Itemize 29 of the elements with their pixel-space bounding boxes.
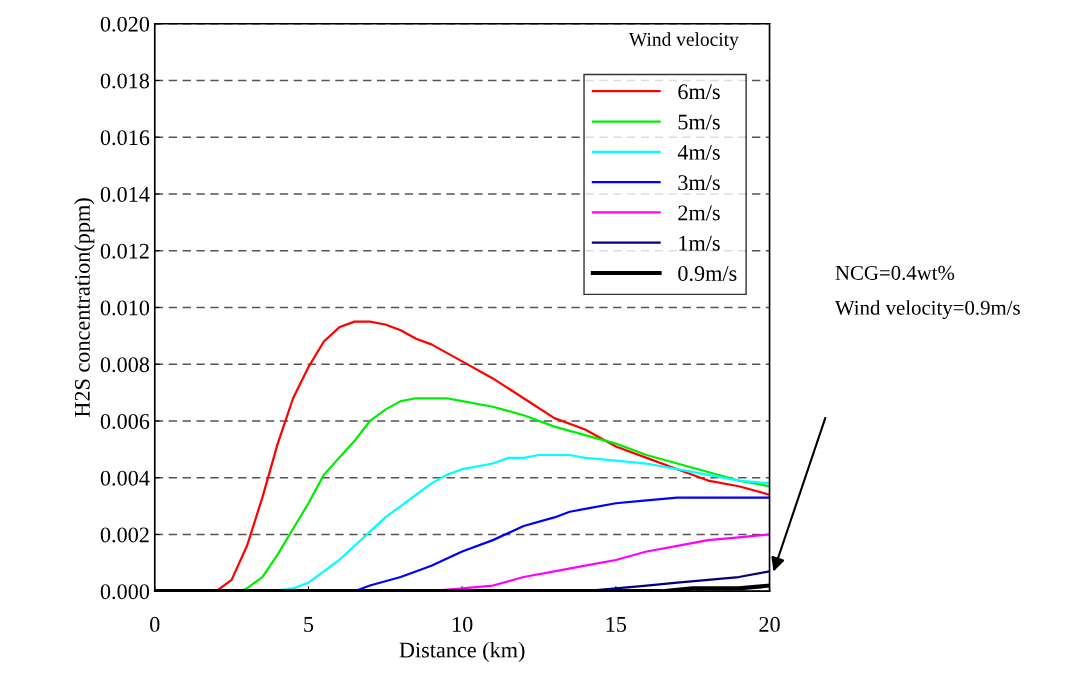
y-axis-title: H2S concentration(ppm)	[74, 198, 95, 417]
y-tick-label: 0.010	[100, 300, 150, 316]
y-tick-label: 0.018	[100, 73, 150, 89]
y-tick-label: 0.000	[100, 584, 150, 600]
legend-label: 2m/s	[678, 205, 720, 221]
x-tick-label: 10	[453, 616, 473, 632]
x-axis-title: Distance (km)	[399, 641, 525, 663]
y-tick-label: 0.004	[100, 470, 150, 486]
legend-label: 5m/s	[678, 114, 720, 130]
x-tick-label: 15	[606, 616, 627, 632]
legend-label: 6m/s	[678, 84, 720, 100]
legend-label: 0.9m/s	[678, 265, 737, 282]
x-tick-label: 5	[304, 617, 314, 632]
y-tick-label: 0.012	[100, 243, 149, 259]
x-tick-label: 0	[150, 616, 160, 632]
y-tick-label: 0.006	[100, 413, 150, 429]
legend-label: 3m/s	[678, 175, 720, 191]
legend-label: 4m/s	[677, 144, 720, 160]
y-tick-label: 0.014	[100, 186, 150, 202]
y-tick-label: 0.008	[100, 357, 150, 373]
text: NCG=0.4wt%	[835, 265, 955, 280]
y-tick-label: 0.002	[100, 527, 149, 543]
y-tick-label: 0.016	[100, 130, 150, 146]
line-series	[215, 320, 770, 592]
legend-title: Wind velocity	[628, 32, 739, 50]
legend-label: 1m/s	[679, 235, 720, 251]
text: Wind velocity=0.9m/s	[834, 300, 1020, 320]
y-tick-label: 0.020	[100, 16, 150, 32]
x-tick-label: 20	[759, 616, 780, 632]
